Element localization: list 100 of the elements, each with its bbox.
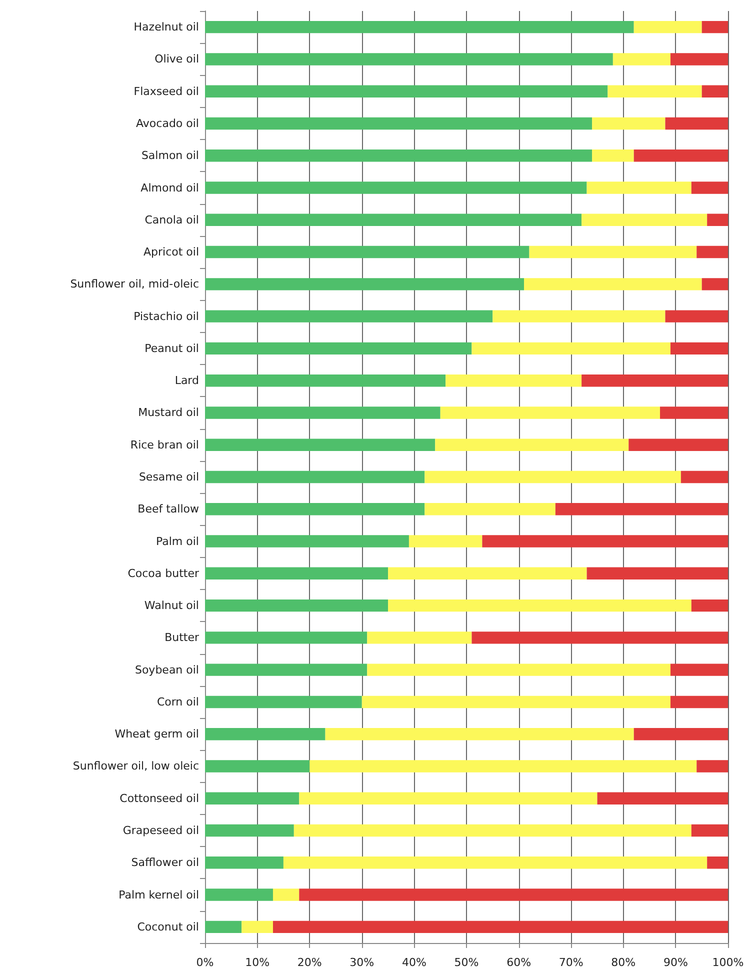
bar bbox=[205, 696, 362, 708]
y-tick-label: Sunflower oil, low oleic bbox=[72, 760, 199, 773]
bar bbox=[272, 920, 728, 934]
x-tick-label: 60% bbox=[506, 956, 532, 969]
bar bbox=[205, 599, 388, 612]
bar bbox=[555, 503, 728, 516]
y-tick-label: Palm oil bbox=[156, 534, 199, 548]
bar bbox=[242, 920, 273, 934]
bar bbox=[205, 278, 524, 290]
y-tick-label: Butter bbox=[164, 631, 200, 644]
bar bbox=[367, 664, 670, 676]
bar bbox=[670, 664, 728, 676]
x-tick-label: 0% bbox=[196, 956, 214, 969]
bar bbox=[440, 406, 660, 419]
bar bbox=[696, 760, 728, 772]
y-tick-label: Peanut oil bbox=[144, 342, 199, 355]
bar bbox=[586, 567, 728, 580]
bar bbox=[205, 824, 294, 837]
bar bbox=[367, 632, 472, 644]
bar bbox=[205, 342, 472, 355]
bar bbox=[680, 470, 728, 484]
x-tick-label: 20% bbox=[297, 956, 322, 969]
x-tick-label: 40% bbox=[402, 956, 426, 969]
x-tick-label: 10% bbox=[245, 956, 270, 969]
bar bbox=[586, 182, 692, 194]
bar bbox=[205, 374, 446, 387]
bar bbox=[691, 824, 728, 837]
bar bbox=[388, 567, 587, 580]
bar bbox=[482, 535, 728, 548]
y-tick-label: Olive oil bbox=[154, 52, 199, 66]
bar bbox=[205, 567, 388, 580]
y-tick-label: Palm kernel oil bbox=[118, 888, 199, 902]
bar bbox=[670, 342, 728, 355]
bar bbox=[205, 920, 242, 934]
bar bbox=[435, 438, 629, 451]
bar bbox=[205, 535, 409, 548]
y-tick-label: Sesame oil bbox=[138, 470, 199, 484]
bar bbox=[205, 53, 613, 66]
bar bbox=[272, 888, 300, 901]
bar bbox=[424, 470, 681, 484]
bar bbox=[592, 150, 634, 162]
bar bbox=[582, 214, 708, 226]
bar bbox=[424, 503, 556, 516]
bar bbox=[696, 246, 728, 258]
bar bbox=[608, 85, 702, 98]
bar bbox=[299, 888, 728, 901]
x-tick-label: 30% bbox=[350, 956, 374, 969]
x-tick-label: 100% bbox=[712, 956, 744, 969]
bar bbox=[205, 470, 425, 484]
y-tick-label: Mustard oil bbox=[138, 406, 199, 420]
bar bbox=[299, 792, 598, 804]
y-tick-label: Canola oil bbox=[144, 213, 199, 226]
y-tick-label: Grapeseed oil bbox=[122, 824, 199, 838]
bar bbox=[660, 406, 728, 419]
bar bbox=[362, 696, 670, 708]
y-tick-label: Beef tallow bbox=[138, 502, 200, 516]
bar bbox=[205, 760, 310, 772]
x-tick-label: 80% bbox=[611, 956, 636, 969]
bar bbox=[472, 342, 670, 355]
bar bbox=[205, 117, 592, 130]
bar bbox=[205, 888, 273, 901]
y-tick-label: Cottonseed oil bbox=[120, 792, 199, 805]
bar bbox=[205, 246, 530, 258]
bar bbox=[205, 792, 300, 804]
bar bbox=[582, 374, 728, 387]
bar bbox=[205, 438, 436, 451]
bar bbox=[634, 20, 702, 34]
y-tick-label: Salmon oil bbox=[141, 149, 199, 162]
bar bbox=[205, 20, 634, 34]
bar bbox=[205, 214, 582, 226]
bar bbox=[325, 728, 634, 740]
bar bbox=[670, 53, 728, 66]
bar bbox=[408, 535, 482, 548]
bar bbox=[529, 246, 697, 258]
bar bbox=[205, 728, 326, 740]
bar bbox=[634, 728, 728, 740]
bar bbox=[628, 438, 728, 451]
y-tick-label: Avocado oil bbox=[136, 116, 199, 130]
bar bbox=[492, 310, 666, 322]
y-tick-label: Hazelnut oil bbox=[134, 20, 199, 34]
bar bbox=[524, 278, 702, 290]
bar bbox=[634, 150, 728, 162]
y-tick-label: Flaxseed oil bbox=[134, 84, 199, 98]
bar bbox=[205, 310, 493, 322]
y-tick-label: Pistachio oil bbox=[134, 310, 199, 323]
bar bbox=[205, 664, 368, 676]
y-tick-label: Rice bran oil bbox=[130, 438, 199, 452]
y-tick-label: Corn oil bbox=[156, 695, 199, 708]
bar bbox=[446, 374, 582, 387]
bar bbox=[707, 856, 728, 869]
bar bbox=[205, 632, 368, 644]
bar bbox=[205, 856, 284, 869]
bar bbox=[592, 117, 666, 130]
y-tick-label: Safflower oil bbox=[131, 856, 199, 870]
bar bbox=[283, 856, 708, 869]
x-tick-label: 50% bbox=[454, 956, 479, 969]
bar bbox=[205, 182, 587, 194]
bar bbox=[597, 792, 728, 804]
bar bbox=[472, 632, 728, 644]
bar bbox=[707, 214, 728, 226]
